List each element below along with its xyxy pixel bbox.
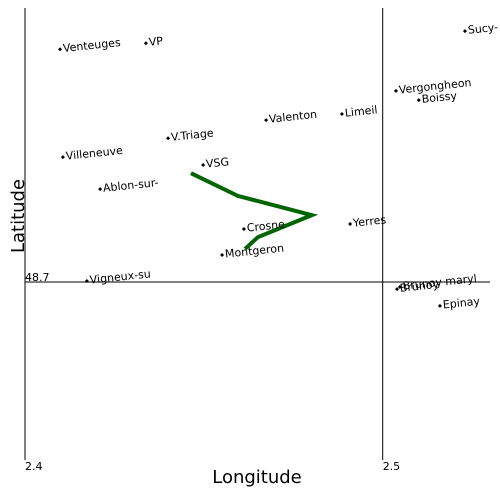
- point: [348, 222, 353, 227]
- point-label: Brunoy maryl: [402, 272, 477, 293]
- point: [60, 155, 65, 160]
- track-line: [190, 171, 319, 251]
- point: [143, 41, 148, 46]
- point-label: Ablon-sur-: [102, 176, 159, 195]
- point: [264, 118, 269, 123]
- point-label: Brunoy: [399, 278, 440, 295]
- point-label: Boissy: [421, 89, 458, 106]
- point-label: Limeil: [344, 103, 378, 119]
- point-label: Montgeron: [224, 242, 284, 261]
- point: [462, 29, 467, 34]
- point: [397, 285, 402, 290]
- point-label: Crosne: [246, 218, 286, 235]
- x-tick-label: 2.5: [383, 460, 401, 473]
- x-tick-label: 2.4: [25, 460, 43, 473]
- point: [58, 47, 63, 52]
- point: [395, 287, 399, 292]
- point: [241, 227, 246, 232]
- point-label: Venteuges: [62, 36, 121, 55]
- point: [339, 112, 344, 117]
- point: [98, 187, 103, 192]
- point: [166, 136, 171, 141]
- point: [393, 88, 398, 93]
- point-label: Villeneuve: [65, 144, 123, 163]
- point-label: Sucy-: [467, 21, 499, 37]
- point: [220, 252, 225, 257]
- y-axis-label: Latitude: [8, 179, 29, 253]
- y-tick-label: 48.7: [25, 271, 50, 284]
- point: [201, 162, 206, 167]
- point-label: VSG: [205, 155, 229, 170]
- point-label: Valenton: [268, 108, 317, 126]
- point-label: Yerres: [351, 213, 387, 230]
- point-label: VP: [148, 34, 164, 48]
- point: [84, 278, 89, 283]
- x-axis-label: Longitude: [212, 467, 302, 488]
- point: [437, 303, 442, 308]
- point-label: V.Triage: [170, 126, 214, 143]
- point-label: Epinay: [442, 295, 481, 312]
- point-label: Vigneux-su: [89, 267, 151, 286]
- point: [416, 98, 421, 103]
